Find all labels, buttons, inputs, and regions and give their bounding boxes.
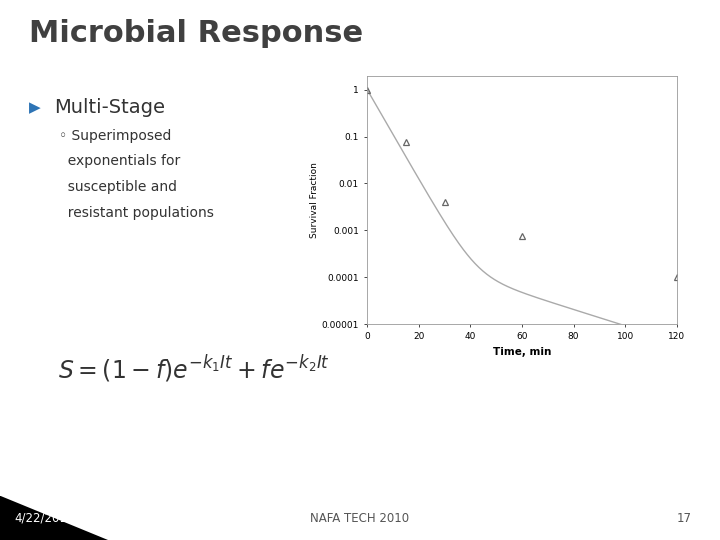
Polygon shape — [0, 496, 108, 540]
Text: 17: 17 — [676, 512, 691, 525]
Y-axis label: Survival Fraction: Survival Fraction — [310, 162, 319, 238]
Text: ▶: ▶ — [29, 100, 40, 115]
Text: ◦ Superimposed: ◦ Superimposed — [59, 129, 171, 143]
Text: NAFA TECH 2010: NAFA TECH 2010 — [310, 512, 410, 525]
Text: resistant populations: resistant populations — [59, 206, 214, 220]
X-axis label: Time, min: Time, min — [492, 347, 552, 357]
Text: $S = (1-f)e^{-k_1 It} + fe^{-k_2 It}$: $S = (1-f)e^{-k_1 It} + fe^{-k_2 It}$ — [58, 354, 330, 385]
Text: 4/22/2010: 4/22/2010 — [14, 512, 75, 525]
Text: Microbial Response: Microbial Response — [29, 19, 363, 48]
Text: susceptible and: susceptible and — [59, 180, 177, 194]
Text: exponentials for: exponentials for — [59, 154, 180, 168]
Text: Multi-Stage: Multi-Stage — [54, 98, 165, 117]
